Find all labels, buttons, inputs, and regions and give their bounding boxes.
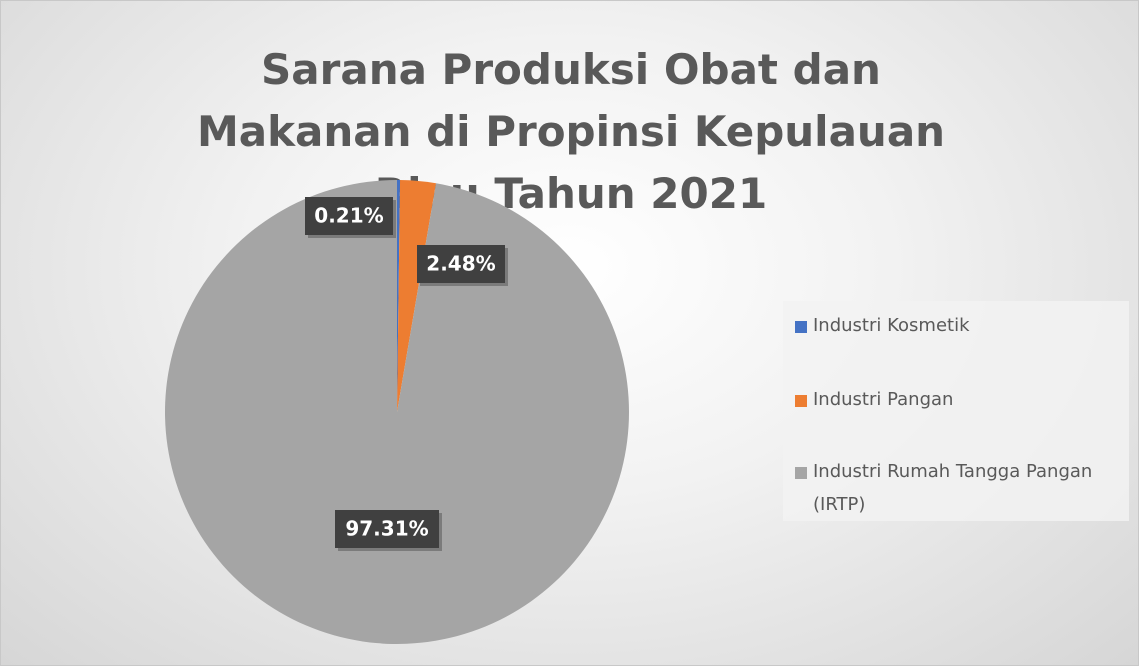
legend-label: Industri Pangan <box>813 389 954 410</box>
chart-title: Sarana Produksi Obat dan Makanan di Prop… <box>196 45 946 218</box>
data-label-bg <box>335 510 439 548</box>
data-label: 2.48% <box>426 252 495 276</box>
pie-slice <box>164 180 629 644</box>
legend-swatch <box>795 467 807 479</box>
pie-slice <box>397 180 437 412</box>
data-label: 0.21% <box>314 204 383 228</box>
legend-item: Industri Kosmetik <box>795 309 1125 342</box>
legend-swatch <box>795 395 807 407</box>
legend-swatch <box>795 321 807 333</box>
data-label: 97.31% <box>345 517 428 541</box>
legend-item: Industri Rumah Tangga Pangan (IRTP) <box>795 455 1125 521</box>
data-label-bg <box>305 197 393 235</box>
legend-label: Industri Kosmetik <box>813 315 970 336</box>
data-label-bg <box>417 245 505 283</box>
legend: Industri Kosmetik Industri Pangan Industri… <box>783 301 1129 521</box>
pie-slice <box>397 180 401 412</box>
legend-item: Industri Pangan <box>795 383 1125 416</box>
legend-label: Industri Rumah Tangga Pangan (IRTP) <box>813 461 1093 515</box>
